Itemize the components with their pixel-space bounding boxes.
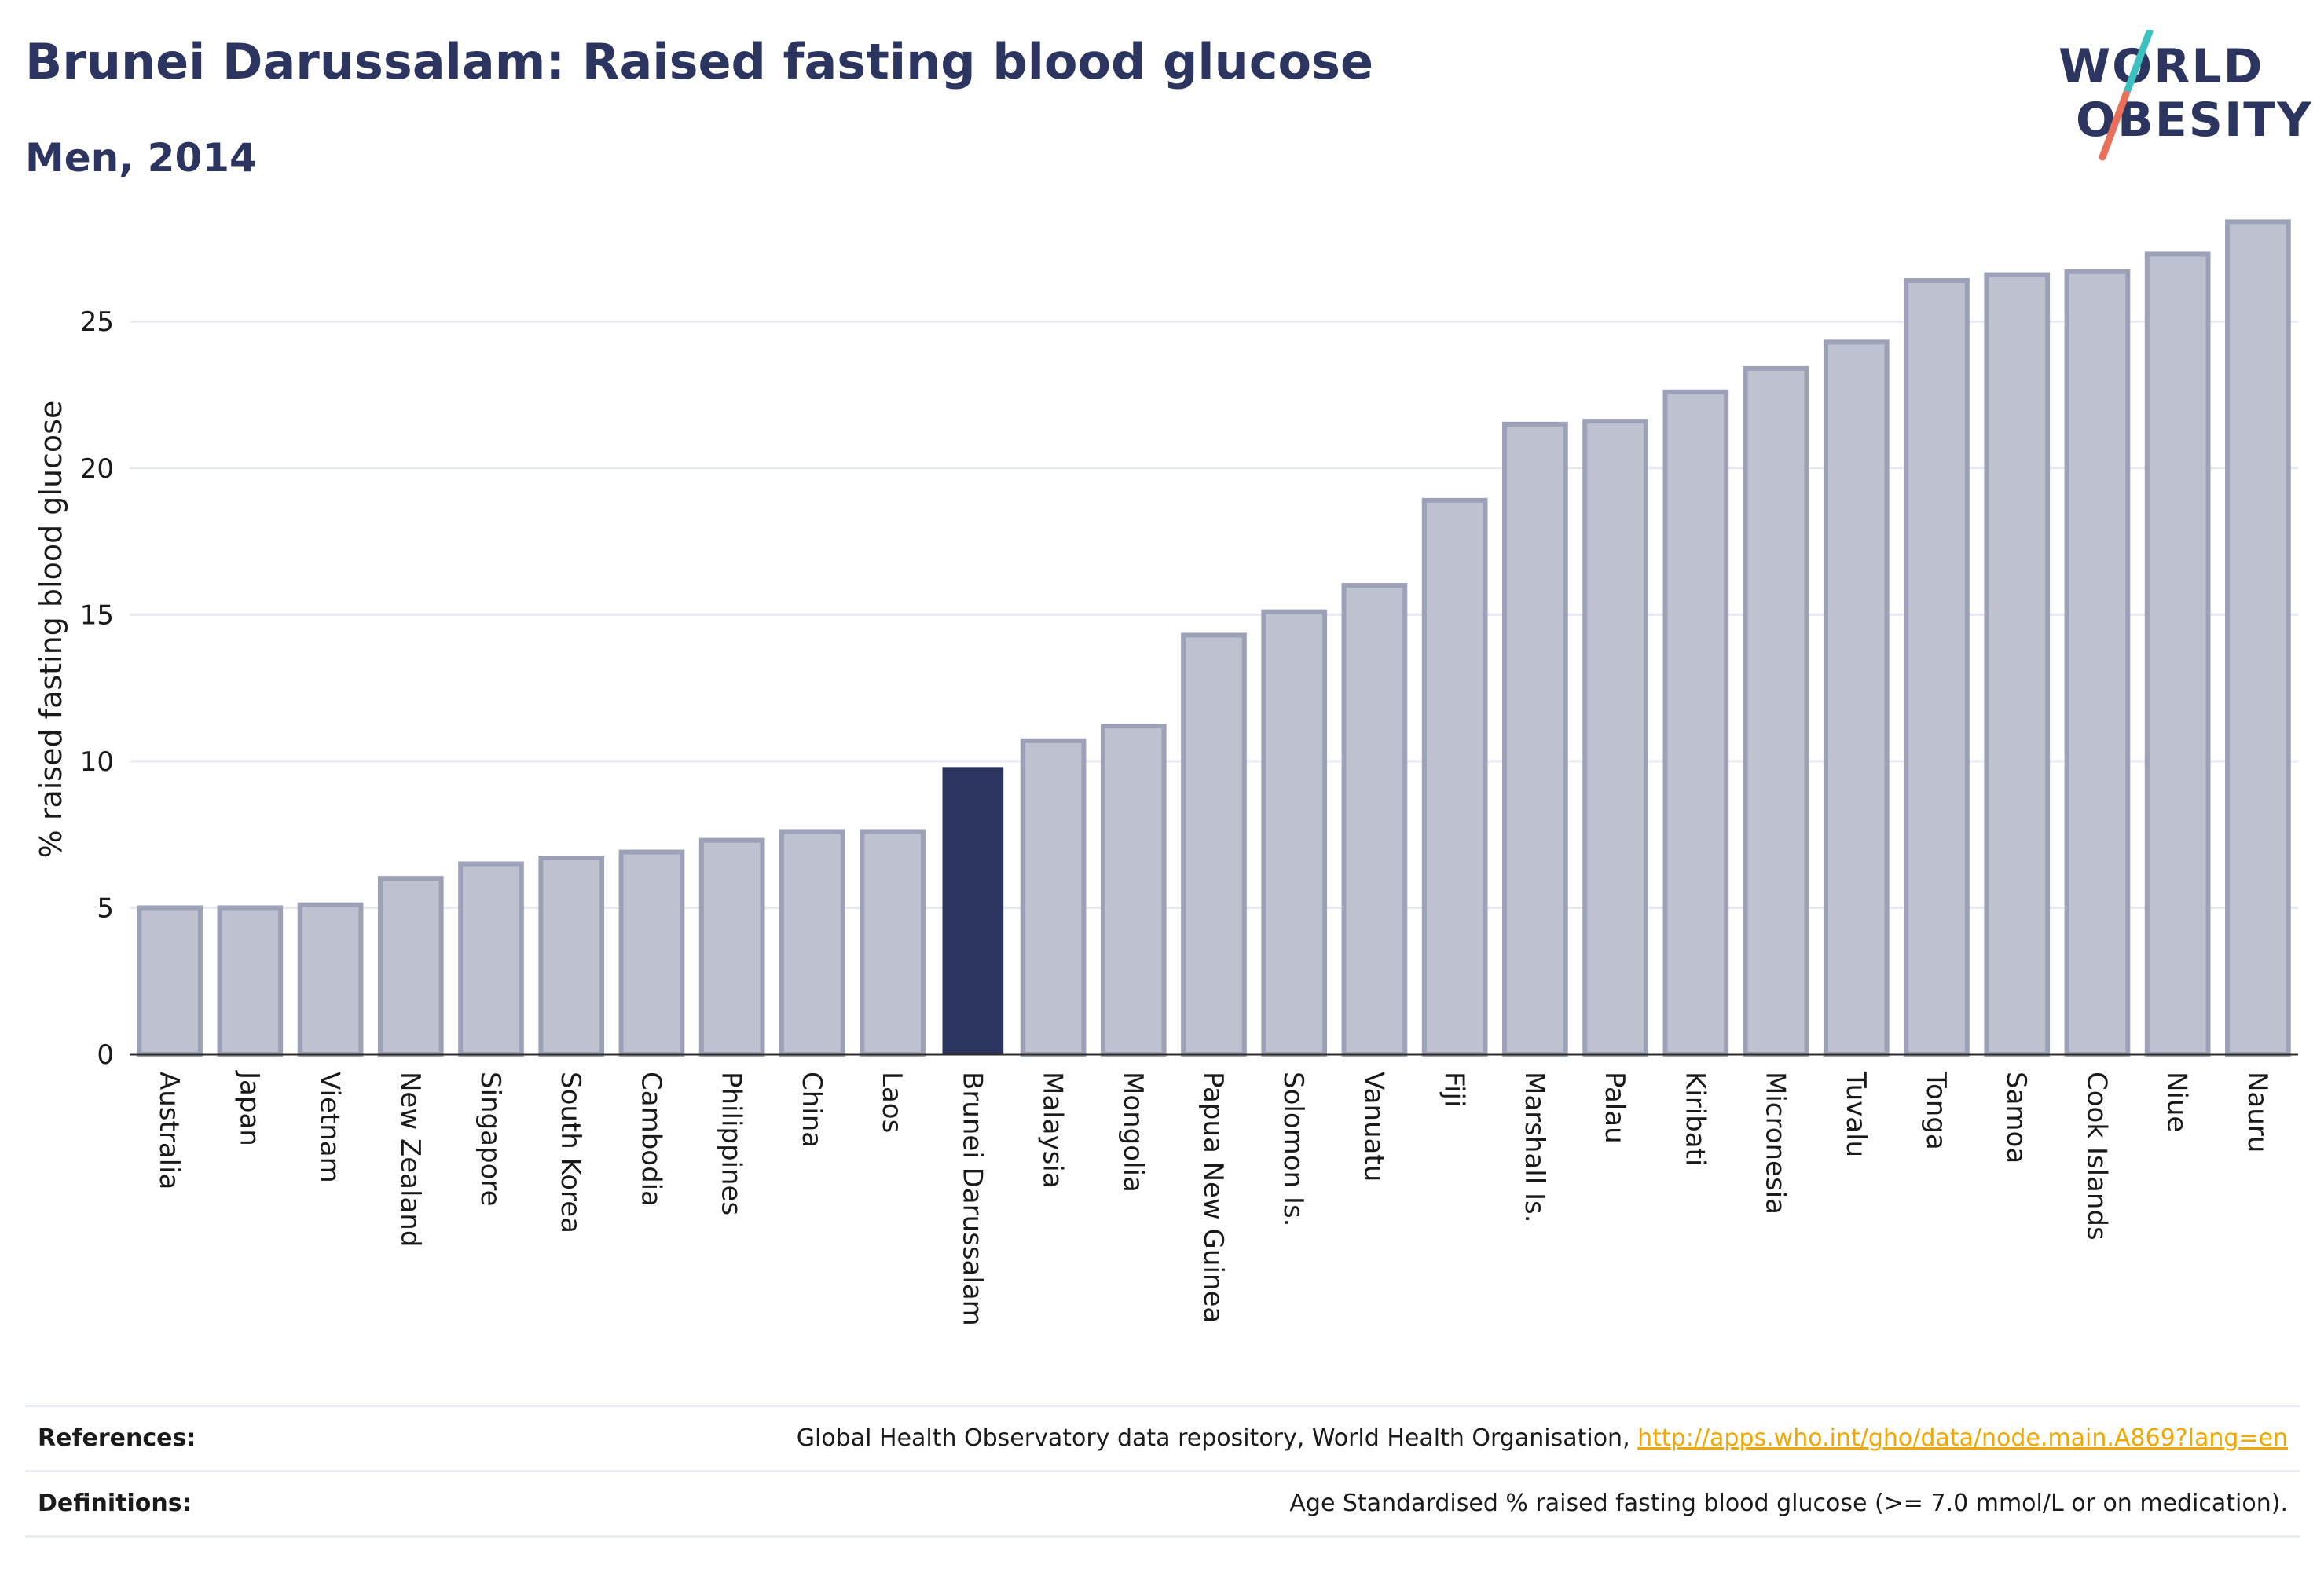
definitions-label: Definitions: bbox=[38, 1490, 192, 1517]
bar bbox=[1984, 272, 2051, 1057]
bar bbox=[618, 849, 685, 1057]
x-tick-label: New Zealand bbox=[394, 1072, 426, 1247]
x-tick-label: South Korea bbox=[555, 1072, 586, 1233]
references-link[interactable]: http://apps.who.int/gho/data/node.main.A… bbox=[1637, 1424, 2288, 1452]
bar bbox=[860, 829, 926, 1057]
bar bbox=[2225, 219, 2291, 1057]
x-tick-label: Philippines bbox=[716, 1072, 747, 1215]
bar bbox=[1020, 738, 1087, 1057]
x-tick-label: Laos bbox=[876, 1072, 907, 1133]
x-tick-label: Malaysia bbox=[1037, 1072, 1069, 1189]
bar bbox=[942, 767, 1004, 1054]
bar bbox=[698, 837, 765, 1057]
bar bbox=[1582, 419, 1648, 1057]
definitions-row: Definitions: Age Standardised % raised f… bbox=[25, 1470, 2300, 1538]
x-tick-label: Papua New Guinea bbox=[1197, 1072, 1229, 1323]
y-tick-label: 0 bbox=[97, 1039, 114, 1071]
bar bbox=[217, 905, 284, 1057]
bar bbox=[377, 876, 444, 1057]
x-tick-label: Nauru bbox=[2242, 1072, 2273, 1153]
bar bbox=[2144, 251, 2211, 1057]
y-tick-label: 25 bbox=[80, 306, 114, 338]
x-tick-label: Cambodia bbox=[635, 1072, 666, 1207]
references-label: References: bbox=[38, 1424, 196, 1452]
y-axis-label: % raised fasting blood glucose bbox=[34, 401, 68, 859]
bar bbox=[1100, 724, 1167, 1057]
x-tick-label: Tonga bbox=[1920, 1071, 1952, 1150]
x-tick-label: Samoa bbox=[2000, 1072, 2032, 1164]
logo-text-line1: WORLD bbox=[2058, 39, 2264, 94]
world-obesity-logo: WORLD OBESITY bbox=[2051, 30, 2311, 163]
x-tick-label: Japan bbox=[233, 1070, 265, 1146]
x-tick-label: Mongolia bbox=[1117, 1072, 1149, 1193]
bar bbox=[1823, 339, 1890, 1057]
bar bbox=[1662, 389, 1729, 1057]
bar bbox=[1261, 609, 1328, 1057]
bar bbox=[458, 861, 524, 1057]
x-tick-label: Vietnam bbox=[314, 1072, 346, 1183]
page-title: Brunei Darussalam: Raised fasting blood … bbox=[25, 33, 1374, 90]
bar bbox=[137, 905, 203, 1057]
y-tick-label: 10 bbox=[80, 746, 114, 778]
definitions-text: Age Standardised % raised fasting blood … bbox=[1289, 1490, 2288, 1517]
x-tick-label: Palau bbox=[1599, 1072, 1630, 1144]
x-tick-label: Brunei Darussalam bbox=[956, 1072, 988, 1326]
bar bbox=[538, 856, 605, 1057]
x-tick-label: Cook Islands bbox=[2080, 1072, 2112, 1241]
bar bbox=[779, 829, 845, 1057]
x-tick-label: Tuvalu bbox=[1840, 1071, 1871, 1157]
y-tick-label: 5 bbox=[97, 892, 114, 924]
y-tick-label: 15 bbox=[80, 599, 114, 631]
bar-chart: 0 5 10 15 20 25 % raised fasting blood glucose… bbox=[34, 219, 2298, 1326]
bar bbox=[1904, 278, 1970, 1057]
bar bbox=[2064, 269, 2131, 1057]
bar bbox=[297, 902, 364, 1057]
references-text: Global Health Observatory data repositor… bbox=[797, 1424, 2288, 1452]
x-tick-label: Kiribati bbox=[1679, 1072, 1710, 1166]
x-tick-label: Marshall Is. bbox=[1519, 1072, 1550, 1223]
bar bbox=[1421, 497, 1488, 1057]
x-tick-label: Niue bbox=[2161, 1072, 2193, 1132]
x-tick-label: Australia bbox=[153, 1072, 185, 1189]
x-tick-label: Micronesia bbox=[1760, 1072, 1791, 1215]
x-tick-label: Fiji bbox=[1439, 1072, 1470, 1107]
x-tick-label: Vanuatu bbox=[1358, 1072, 1389, 1182]
x-tick-label: Singapore bbox=[475, 1072, 506, 1207]
bar bbox=[1743, 365, 1809, 1057]
references-source: Global Health Observatory data repositor… bbox=[796, 1424, 1638, 1452]
logo-slash-icon bbox=[2099, 30, 2154, 161]
x-tick-label: Solomon Is. bbox=[1277, 1072, 1309, 1226]
y-tick-label: 20 bbox=[80, 453, 114, 485]
x-tick-label: China bbox=[796, 1072, 827, 1148]
bar bbox=[1341, 583, 1408, 1057]
bar bbox=[1181, 632, 1247, 1057]
references-row: References: Global Health Observatory da… bbox=[25, 1405, 2300, 1470]
bar bbox=[1502, 421, 1568, 1057]
page-subtitle: Men, 2014 bbox=[25, 135, 257, 181]
